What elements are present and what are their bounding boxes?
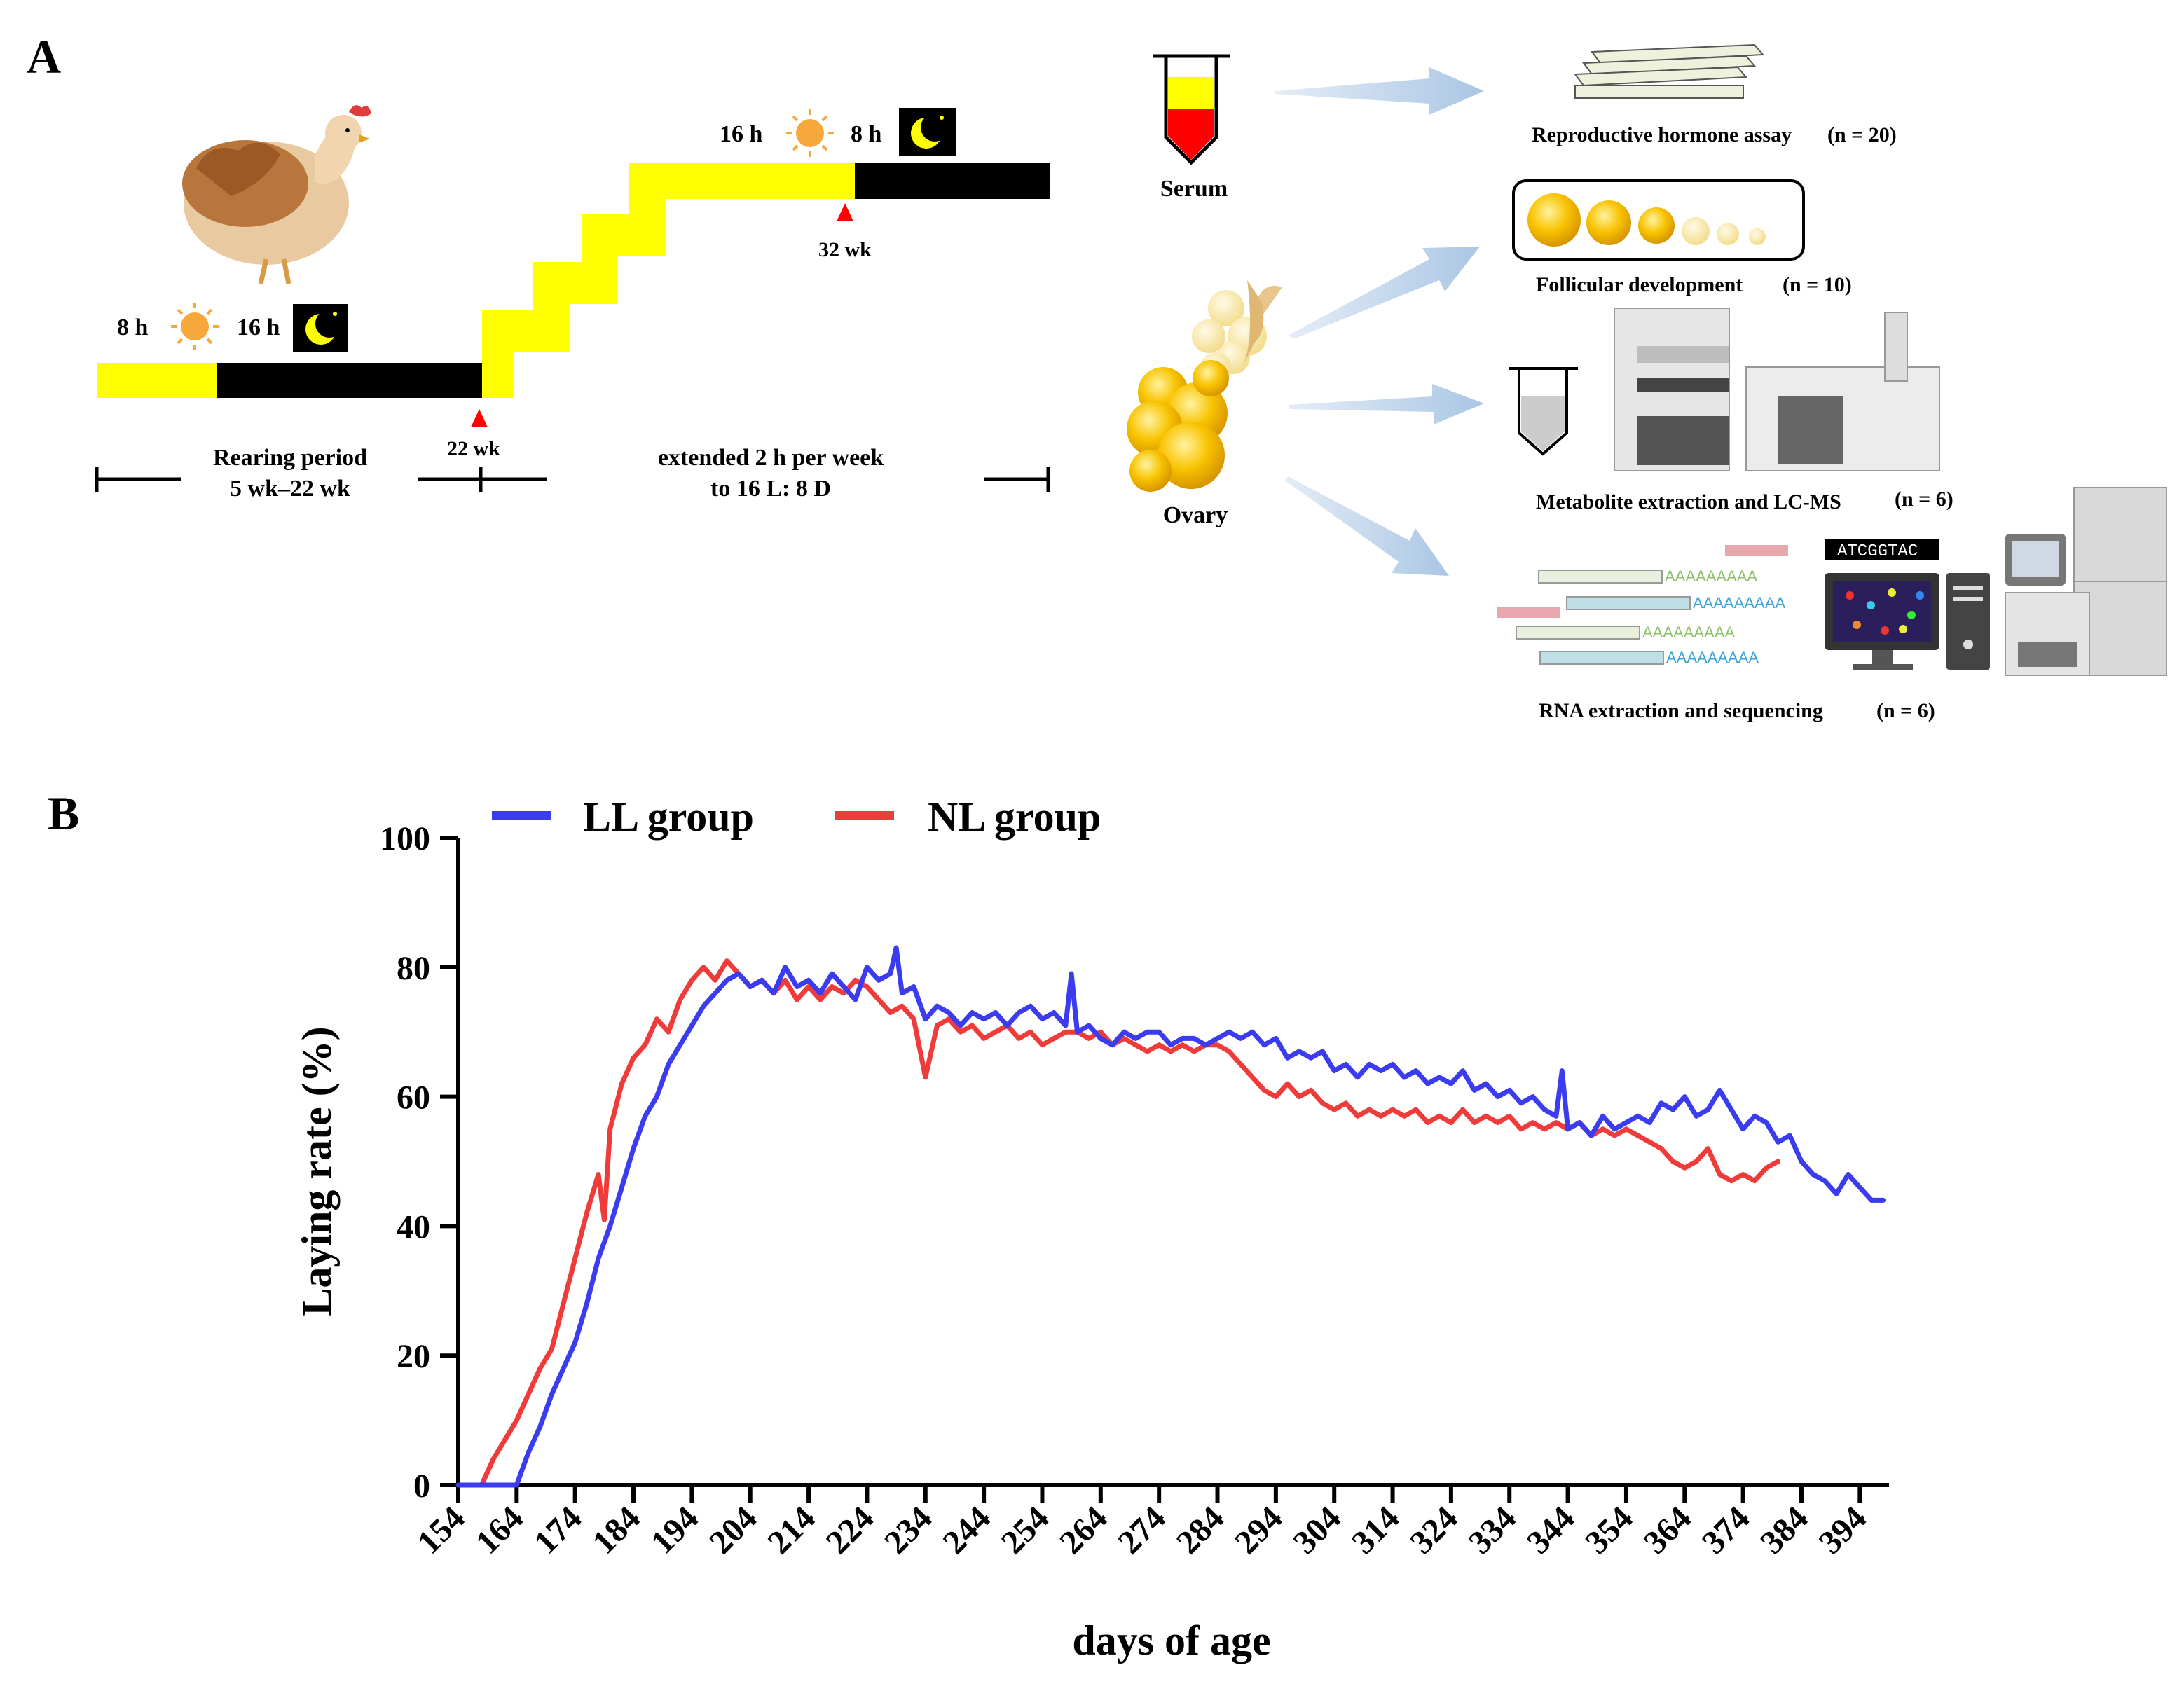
x-tick-label: 284: [1169, 1499, 1231, 1561]
x-tick-label: 394: [1812, 1499, 1874, 1561]
x-tick-label: 274: [1111, 1499, 1173, 1561]
metabolite-extraction-label: Metabolite extraction and LC-MS: [1536, 490, 1841, 513]
computer-monitor-icon: [1825, 539, 1990, 670]
laying-rate-chart: 0204060801001541641741841942042142242342…: [380, 820, 1889, 1561]
initial-light-hours: 8 h: [117, 315, 149, 340]
rearing-period-range: 5 wk–22 wk: [230, 476, 350, 502]
final-light-hours: 16 h: [720, 121, 763, 147]
dna-sequence-readout: ATCGGTAC: [1837, 542, 1918, 561]
rna-sequencing-label: RNA extraction and sequencing: [1539, 699, 1823, 722]
y-tick-label: 0: [413, 1468, 430, 1505]
x-tick-label: 384: [1753, 1499, 1815, 1561]
light-staircase: [482, 163, 855, 398]
x-tick-label: 354: [1578, 1499, 1640, 1561]
y-tick-label: 40: [397, 1208, 430, 1245]
x-tick-label: 304: [1286, 1499, 1348, 1561]
sequencer-icon: [2005, 487, 2167, 676]
extension-target: to 16 L: 8 D: [710, 476, 831, 502]
sun-icon: [171, 303, 219, 350]
initial-light-bar: [97, 363, 217, 398]
x-tick-label: 254: [994, 1499, 1056, 1561]
x-tick-label: 234: [877, 1499, 939, 1561]
legend-label-nl: NL group: [928, 794, 1101, 840]
x-tick-label: 154: [410, 1499, 472, 1561]
y-tick-label: 20: [397, 1338, 430, 1375]
serum-tube-icon: [1153, 54, 1230, 165]
final-dark-hours: 8 h: [851, 121, 882, 147]
follicular-development-n: (n = 10): [1783, 273, 1852, 296]
x-tick-label: 214: [760, 1499, 822, 1561]
x-tick-label: 244: [936, 1499, 998, 1561]
polya-tail: AAAAAAAAA: [1665, 567, 1757, 585]
ovary-icon: [1127, 280, 1282, 492]
polya-tail: AAAAAAAAA: [1693, 594, 1785, 612]
y-tick-label: 80: [397, 950, 430, 987]
x-tick-label: 184: [585, 1499, 647, 1561]
x-tick-label: 344: [1520, 1499, 1581, 1561]
final-dark-bar: [855, 163, 1050, 199]
panel-a-letter: A: [27, 30, 61, 83]
y-axis-title: Laying rate (%): [294, 1026, 340, 1316]
polya-tail: AAAAAAAAA: [1642, 623, 1735, 641]
follicular-development-label: Follicular development: [1536, 273, 1743, 296]
sequencing-reads-icon: [1497, 545, 1788, 665]
x-tick-label: 194: [644, 1499, 706, 1561]
marker-22wk-icon: [471, 409, 488, 427]
initial-dark-hours: 16 h: [237, 315, 280, 340]
x-tick-label: 264: [1052, 1499, 1114, 1561]
marker-32wk-icon: [837, 203, 853, 221]
panel-a: A 8 h 16 h: [27, 30, 2167, 722]
x-tick-label: 314: [1345, 1499, 1406, 1561]
sun-icon: [786, 109, 834, 157]
lc-ms-instrument-icon: [1509, 308, 1940, 471]
panel-b-letter: B: [48, 787, 79, 840]
hormone-assay-label: Reproductive hormone assay: [1532, 123, 1792, 146]
x-tick-label: 374: [1695, 1499, 1757, 1561]
marker-22wk-label: 22 wk: [447, 437, 500, 460]
serum-label: Serum: [1160, 176, 1228, 202]
rearing-period-label: Rearing period: [213, 445, 367, 471]
rna-sequencing-n: (n = 6): [1876, 699, 1935, 722]
y-tick-label: 100: [380, 820, 430, 857]
y-tick-label: 60: [397, 1079, 430, 1117]
legend-label-ll: LL group: [583, 794, 754, 840]
x-tick-label: 164: [469, 1499, 530, 1561]
hormone-assay-n: (n = 20): [1827, 123, 1897, 146]
x-tick-label: 204: [702, 1499, 764, 1561]
marker-32wk-label: 32 wk: [818, 238, 872, 261]
x-tick-label: 334: [1462, 1499, 1523, 1561]
series-line-ll: [455, 945, 1886, 1488]
polya-tail: AAAAAAAAA: [1666, 649, 1759, 666]
initial-dark-bar: [217, 363, 482, 398]
x-tick-label: 324: [1403, 1499, 1464, 1561]
follicle-series-icon: [1512, 179, 1805, 261]
x-tick-label: 294: [1228, 1499, 1289, 1561]
panel-b: B LL group NL group 0 20 40 60 80 100 15416417…: [48, 787, 1889, 1664]
chart-legend: LL group NL group: [492, 794, 1101, 840]
flow-arrows: [1275, 67, 1484, 576]
moon-icon: [293, 304, 348, 352]
x-tick-label: 224: [819, 1499, 881, 1561]
timeline: [95, 467, 1050, 492]
x-tick-label: 364: [1637, 1499, 1698, 1561]
x-axis-title: days of age: [1072, 1617, 1270, 1664]
assay-plate-icon: [1574, 43, 1765, 99]
ovary-label: Ovary: [1163, 502, 1228, 528]
metabolite-extraction-n: (n = 6): [1895, 488, 1953, 511]
hen-icon: [182, 105, 371, 284]
extension-label: extended 2 h per week: [658, 445, 884, 471]
x-tick-label: 174: [527, 1499, 589, 1561]
moon-icon: [899, 108, 956, 156]
